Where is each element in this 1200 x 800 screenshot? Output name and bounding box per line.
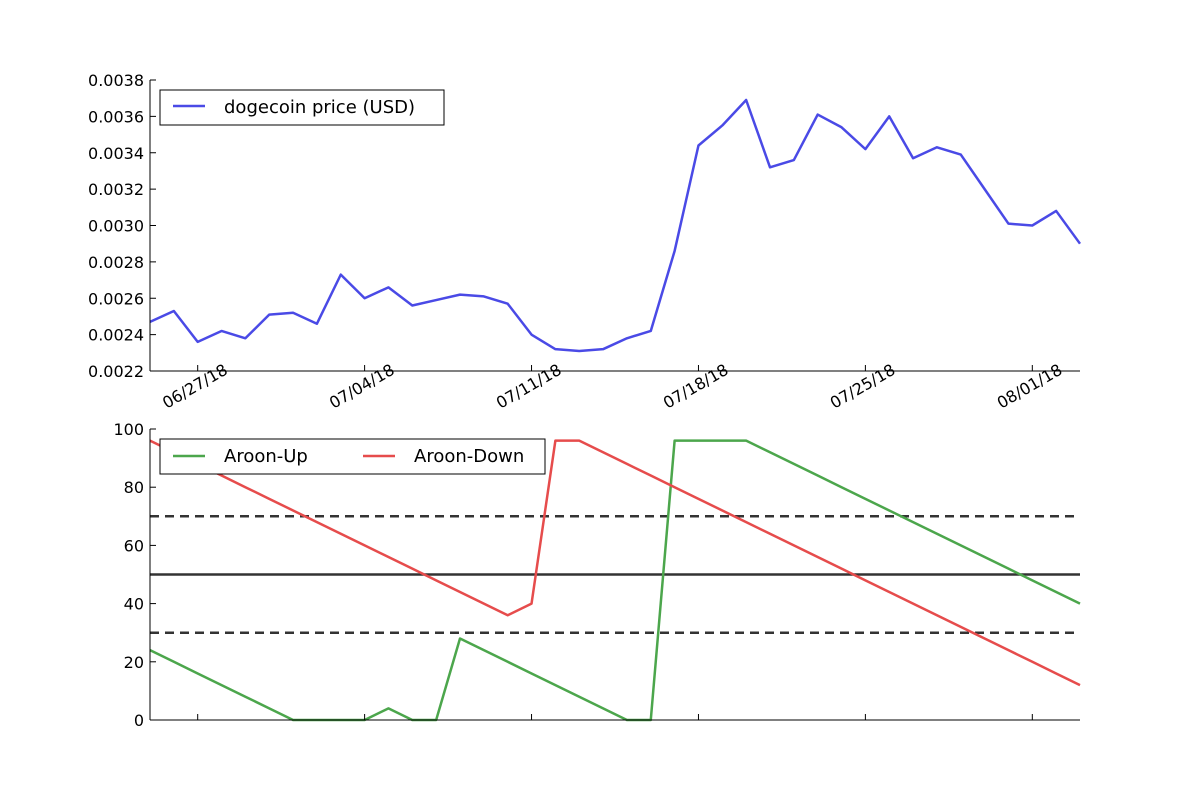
y-tick-label: 60	[124, 536, 144, 555]
x-tick-label: 07/18/18	[660, 360, 732, 412]
legend-box	[159, 438, 546, 475]
y-tick-label: 40	[124, 595, 144, 614]
y-tick-label: 0.0028	[88, 253, 144, 272]
series-line-aroon-down	[149, 439, 1081, 687]
y-tick-label: 0.0032	[88, 180, 144, 199]
x-tick-label: 06/27/18	[159, 360, 231, 412]
x-tick-label: 07/25/18	[827, 360, 899, 412]
y-tick-label: 0.0024	[88, 326, 144, 345]
y-tick-label: 0.0036	[88, 107, 144, 126]
y-tick-label: 0.0038	[88, 71, 144, 90]
x-tick-label: 07/04/18	[326, 360, 398, 412]
legend-label: Aroon-Down	[414, 446, 524, 467]
legend-label: Aroon-Up	[224, 446, 308, 467]
legend-label: dogecoin price (USD)	[224, 97, 415, 118]
x-tick-label: 08/01/18	[994, 360, 1066, 412]
y-tick-label: 0.0034	[88, 144, 144, 163]
y-tick-label: 0	[134, 711, 144, 730]
y-tick-label: 100	[113, 420, 144, 439]
legend: dogecoin price (USD)	[159, 89, 445, 126]
x-tick-label: 07/11/18	[493, 360, 565, 412]
y-tick-label: 0.0022	[88, 362, 144, 381]
y-tick-label: 0.0030	[88, 217, 144, 236]
legend: Aroon-Up Aroon-Down	[159, 438, 546, 475]
legend-box	[159, 89, 445, 126]
series-line-dogecoin-price-usd	[149, 98, 1082, 353]
series-line-aroon-up	[149, 439, 1081, 722]
y-tick-label: 0.0026	[88, 289, 144, 308]
y-tick-label: 20	[124, 653, 144, 672]
y-tick-label: 80	[124, 478, 144, 497]
